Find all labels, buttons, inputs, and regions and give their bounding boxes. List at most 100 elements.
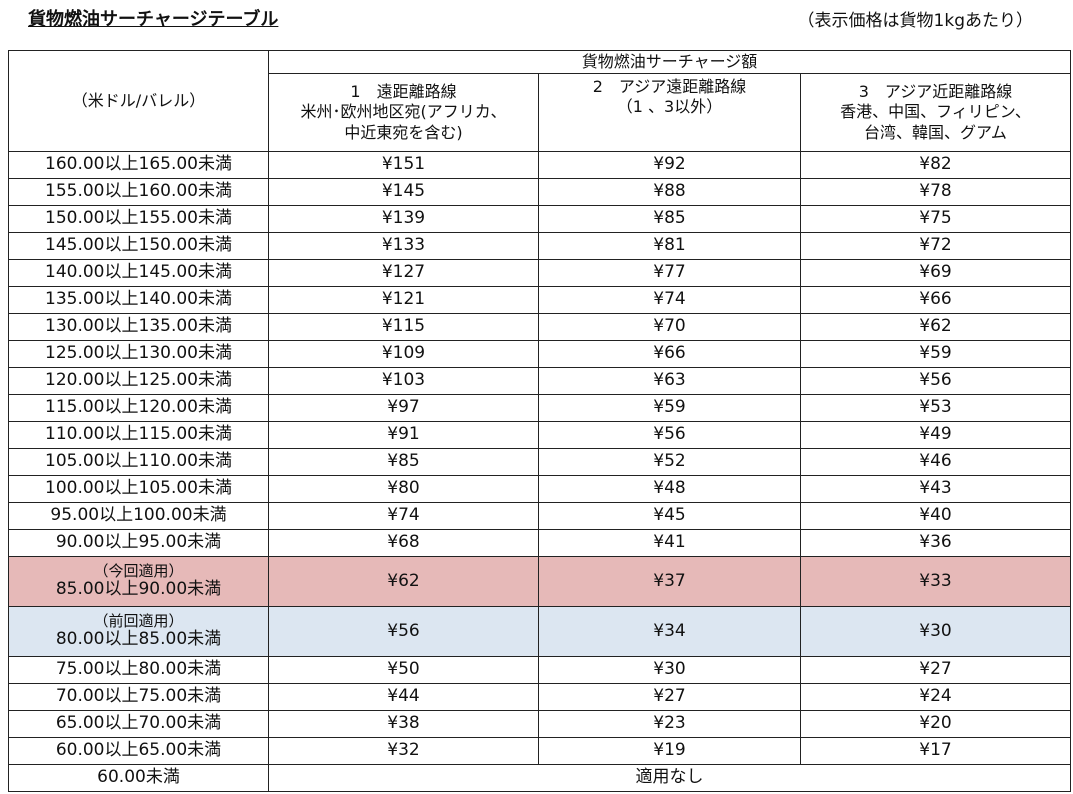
surcharge-long-haul-cell: ¥91: [268, 421, 539, 449]
column-header-line: 2 アジア遠距離路線: [592, 77, 747, 96]
surcharge-long-haul-cell: ¥62: [268, 556, 539, 607]
table-row: 75.00以上80.00未満 ¥50 ¥30 ¥27: [8, 656, 1071, 684]
surcharge-asia-short-cell: ¥62: [800, 313, 1071, 341]
surcharge-asia-long-cell: ¥37: [538, 556, 801, 607]
surcharge-asia-long-cell: ¥34: [538, 606, 801, 657]
price-range-cell: 110.00以上115.00未満: [8, 421, 269, 449]
table-header-row: （米ドル/バレル） 貨物燃油サーチャージ額: [8, 50, 1071, 152]
surcharge-asia-short-cell: ¥33: [800, 556, 1071, 607]
table-row: 130.00以上135.00未満 ¥115 ¥70 ¥62: [8, 313, 1071, 341]
surcharge-asia-short-cell: ¥82: [800, 151, 1071, 179]
price-range-cell: 125.00以上130.00未満: [8, 340, 269, 368]
surcharge-long-haul-cell: ¥151: [268, 151, 539, 179]
page-title: 貨物燃油サーチャージテーブル: [28, 9, 279, 30]
column-header-line: 香港、中国、フィリピン、: [840, 102, 1031, 122]
table-row: 145.00以上150.00未満 ¥133 ¥81 ¥72: [8, 232, 1071, 260]
column-header-line: （1 、3以外）: [616, 97, 723, 117]
range-header: （米ドル/バレル）: [8, 50, 269, 152]
price-range-cell: 70.00以上75.00未満: [8, 683, 269, 711]
surcharge-asia-long-cell: ¥92: [538, 151, 801, 179]
current-rate-row: （今回適用） 85.00以上90.00未満 ¥62 ¥37 ¥33: [8, 556, 1071, 607]
price-range-cell: 140.00以上145.00未満: [8, 259, 269, 287]
surcharge-long-haul-cell: ¥115: [268, 313, 539, 341]
surcharge-long-haul-cell: ¥97: [268, 394, 539, 422]
price-range-cell: 75.00以上80.00未満: [8, 656, 269, 684]
price-range-cell: 65.00以上70.00未満: [8, 710, 269, 738]
surcharge-long-haul-cell: ¥103: [268, 367, 539, 395]
surcharge-long-haul-cell: ¥32: [268, 737, 539, 765]
surcharge-long-haul-cell: ¥139: [268, 205, 539, 233]
surcharge-asia-long-cell: ¥81: [538, 232, 801, 260]
surcharge-asia-long-cell: ¥88: [538, 178, 801, 206]
surcharge-asia-short-cell: ¥36: [800, 529, 1071, 557]
surcharge-long-haul-cell: ¥50: [268, 656, 539, 684]
table-row-below-threshold: 60.00未満 適用なし: [8, 764, 1071, 792]
table-row: 60.00以上65.00未満 ¥32 ¥19 ¥17: [8, 737, 1071, 765]
price-range-cell: 160.00以上165.00未満: [8, 151, 269, 179]
price-range-cell: （今回適用） 85.00以上90.00未満: [8, 556, 269, 607]
price-range-cell: 60.00以上65.00未満: [8, 737, 269, 765]
table-row: 100.00以上105.00未満 ¥80 ¥48 ¥43: [8, 475, 1071, 503]
column-header-line: 台湾、韓国、グアム: [864, 122, 1007, 142]
surcharge-asia-short-cell: ¥46: [800, 448, 1071, 476]
table-row: 135.00以上140.00未満 ¥121 ¥74 ¥66: [8, 286, 1071, 314]
surcharge-asia-short-cell: ¥59: [800, 340, 1071, 368]
surcharge-asia-short-cell: ¥78: [800, 178, 1071, 206]
surcharge-asia-long-cell: ¥52: [538, 448, 801, 476]
table-row: 155.00以上160.00未満 ¥145 ¥88 ¥78: [8, 178, 1071, 206]
surcharge-long-haul-cell: ¥38: [268, 710, 539, 738]
current-rate-label: （今回適用）: [93, 562, 184, 581]
surcharge-long-haul-cell: ¥74: [268, 502, 539, 530]
column-header-asia-long: 2 アジア遠距離路線 （1 、3以外）: [538, 73, 801, 152]
surcharge-long-haul-cell: ¥80: [268, 475, 539, 503]
surcharge-asia-long-cell: ¥45: [538, 502, 801, 530]
column-header-line: 米州･欧州地区宛(アフリカ、: [300, 102, 507, 122]
table-row: 115.00以上120.00未満 ¥97 ¥59 ¥53: [8, 394, 1071, 422]
surcharge-asia-long-cell: ¥66: [538, 340, 801, 368]
surcharge-asia-short-cell: ¥43: [800, 475, 1071, 503]
table-row: 140.00以上145.00未満 ¥127 ¥77 ¥69: [8, 259, 1071, 287]
price-range-cell: 155.00以上160.00未満: [8, 178, 269, 206]
surcharge-asia-short-cell: ¥75: [800, 205, 1071, 233]
surcharge-asia-short-cell: ¥30: [800, 606, 1071, 657]
price-range-cell: 95.00以上100.00未満: [8, 502, 269, 530]
surcharge-asia-short-cell: ¥53: [800, 394, 1071, 422]
surcharge-long-haul-cell: ¥109: [268, 340, 539, 368]
column-header-line: 1 遠距離路線: [350, 81, 457, 101]
surcharge-asia-long-cell: ¥77: [538, 259, 801, 287]
surcharge-long-haul-cell: ¥127: [268, 259, 539, 287]
price-range-cell: 120.00以上125.00未満: [8, 367, 269, 395]
column-header-asia-short: 3 アジア近距離路線 香港、中国、フィリピン、 台湾、韓国、グアム: [800, 73, 1071, 152]
price-range-cell: （前回適用） 80.00以上85.00未満: [8, 606, 269, 657]
not-applicable-cell: 適用なし: [268, 764, 1071, 792]
price-range-cell: 150.00以上155.00未満: [8, 205, 269, 233]
surcharge-table: （米ドル/バレル） 貨物燃油サーチャージ額 1 遠距離路線 米州･欧州地区宛(ア…: [8, 50, 1071, 792]
surcharge-asia-short-cell: ¥66: [800, 286, 1071, 314]
table-row: 70.00以上75.00未満 ¥44 ¥27 ¥24: [8, 683, 1071, 711]
price-range-text: 85.00以上90.00未満: [55, 579, 222, 600]
column-header-line: 中近東宛を含む): [344, 122, 463, 142]
table-row: 90.00以上95.00未満 ¥68 ¥41 ¥36: [8, 529, 1071, 557]
surcharge-asia-short-cell: ¥49: [800, 421, 1071, 449]
surcharge-asia-short-cell: ¥24: [800, 683, 1071, 711]
table-row: 95.00以上100.00未満 ¥74 ¥45 ¥40: [8, 502, 1071, 530]
surcharge-long-haul-cell: ¥68: [268, 529, 539, 557]
surcharge-long-haul-cell: ¥133: [268, 232, 539, 260]
price-range-cell: 90.00以上95.00未満: [8, 529, 269, 557]
price-range-cell: 135.00以上140.00未満: [8, 286, 269, 314]
price-range-cell: 130.00以上135.00未満: [8, 313, 269, 341]
table-row: 150.00以上155.00未満 ¥139 ¥85 ¥75: [8, 205, 1071, 233]
surcharge-asia-long-cell: ¥56: [538, 421, 801, 449]
surcharge-asia-short-cell: ¥69: [800, 259, 1071, 287]
surcharge-asia-long-cell: ¥63: [538, 367, 801, 395]
surcharge-asia-short-cell: ¥56: [800, 367, 1071, 395]
unit-note: （表示価格は貨物1kgあたり）: [797, 11, 1033, 31]
table-row: 65.00以上70.00未満 ¥38 ¥23 ¥20: [8, 710, 1071, 738]
surcharge-asia-long-cell: ¥74: [538, 286, 801, 314]
surcharge-asia-long-cell: ¥59: [538, 394, 801, 422]
surcharge-asia-long-cell: ¥23: [538, 710, 801, 738]
surcharge-long-haul-cell: ¥145: [268, 178, 539, 206]
surcharge-asia-long-cell: ¥48: [538, 475, 801, 503]
surcharge-asia-short-cell: ¥40: [800, 502, 1071, 530]
table-row: 125.00以上130.00未満 ¥109 ¥66 ¥59: [8, 340, 1071, 368]
